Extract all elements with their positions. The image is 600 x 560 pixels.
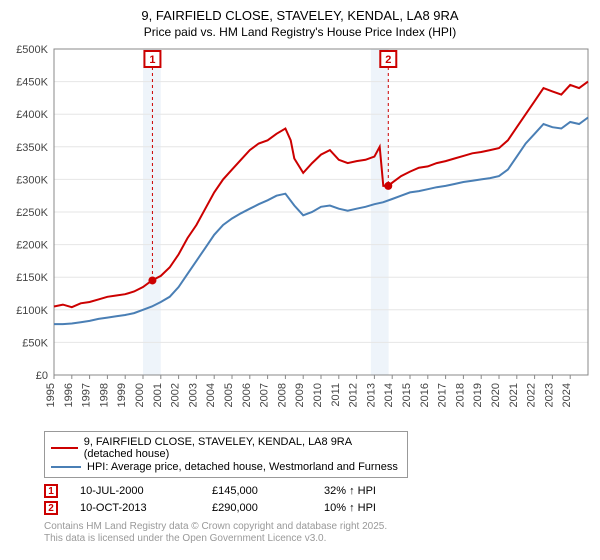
svg-text:1: 1 — [149, 54, 155, 66]
attribution-line: This data is licensed under the Open Gov… — [44, 533, 592, 545]
legend-swatch — [51, 466, 81, 468]
attribution: Contains HM Land Registry data © Crown c… — [44, 521, 592, 545]
svg-text:1999: 1999 — [116, 383, 128, 407]
svg-text:£500K: £500K — [16, 45, 48, 56]
svg-text:2010: 2010 — [312, 383, 324, 407]
svg-text:£200K: £200K — [16, 240, 48, 252]
sale-row: 1 10-JUL-2000 £145,000 32% ↑ HPI — [44, 484, 592, 498]
svg-text:2005: 2005 — [223, 383, 235, 407]
svg-text:2011: 2011 — [330, 383, 342, 407]
sale-row: 2 10-OCT-2013 £290,000 10% ↑ HPI — [44, 501, 592, 515]
svg-text:1996: 1996 — [63, 383, 75, 407]
svg-text:2003: 2003 — [187, 383, 199, 407]
sale-price: £290,000 — [212, 502, 302, 514]
legend-item: HPI: Average price, detached house, West… — [51, 461, 401, 473]
svg-text:2017: 2017 — [437, 383, 449, 407]
svg-text:£400K: £400K — [16, 109, 48, 121]
svg-text:£50K: £50K — [22, 337, 48, 349]
svg-text:2020: 2020 — [490, 383, 502, 407]
sale-marker-dot — [148, 276, 156, 284]
legend-swatch — [51, 447, 78, 449]
svg-text:2008: 2008 — [276, 383, 288, 407]
svg-text:2023: 2023 — [543, 383, 555, 407]
svg-text:1995: 1995 — [45, 383, 57, 407]
svg-text:1997: 1997 — [81, 383, 93, 407]
svg-text:2006: 2006 — [241, 383, 253, 407]
legend-label: 9, FAIRFIELD CLOSE, STAVELEY, KENDAL, LA… — [84, 436, 401, 460]
chart-title: 9, FAIRFIELD CLOSE, STAVELEY, KENDAL, LA… — [8, 8, 592, 23]
series-line — [54, 82, 588, 308]
svg-text:2015: 2015 — [401, 383, 413, 407]
sale-hpi-diff: 32% ↑ HPI — [324, 485, 376, 497]
svg-text:2001: 2001 — [152, 383, 164, 407]
sale-date: 10-OCT-2013 — [80, 502, 190, 514]
sale-badge: 1 — [44, 484, 58, 498]
svg-text:2000: 2000 — [134, 383, 146, 407]
svg-text:2009: 2009 — [294, 383, 306, 407]
svg-text:1998: 1998 — [98, 383, 110, 407]
svg-text:£150K: £150K — [16, 272, 48, 284]
svg-text:2014: 2014 — [383, 383, 395, 407]
svg-text:2002: 2002 — [170, 383, 182, 407]
sale-price: £145,000 — [212, 485, 302, 497]
sale-hpi-diff: 10% ↑ HPI — [324, 502, 376, 514]
svg-text:2024: 2024 — [561, 383, 573, 407]
legend-item: 9, FAIRFIELD CLOSE, STAVELEY, KENDAL, LA… — [51, 436, 401, 460]
svg-text:2021: 2021 — [508, 383, 520, 407]
chart-area: £0 £50K £100K £150K £200K £250K £300K £350K £400… — [8, 45, 592, 425]
attribution-line: Contains HM Land Registry data © Crown c… — [44, 521, 592, 533]
svg-text:2013: 2013 — [365, 383, 377, 407]
series-line — [54, 118, 588, 325]
svg-text:2004: 2004 — [205, 383, 217, 407]
sale-marker-dot — [384, 182, 392, 190]
chart-subtitle: Price paid vs. HM Land Registry's House … — [8, 25, 592, 39]
svg-text:2022: 2022 — [526, 383, 538, 407]
svg-text:2018: 2018 — [454, 383, 466, 407]
sale-date: 10-JUL-2000 — [80, 485, 190, 497]
svg-text:£450K: £450K — [16, 77, 48, 89]
legend: 9, FAIRFIELD CLOSE, STAVELEY, KENDAL, LA… — [44, 431, 408, 478]
svg-text:£300K: £300K — [16, 174, 48, 186]
svg-text:2007: 2007 — [259, 383, 271, 407]
svg-text:£350K: £350K — [16, 142, 48, 154]
svg-text:2012: 2012 — [348, 383, 360, 407]
svg-text:£0: £0 — [36, 370, 48, 382]
sale-badge: 2 — [44, 501, 58, 515]
svg-text:£250K: £250K — [16, 207, 48, 219]
svg-text:2019: 2019 — [472, 383, 484, 407]
legend-label: HPI: Average price, detached house, West… — [87, 461, 398, 473]
svg-text:2: 2 — [385, 54, 391, 66]
chart-svg: £0 £50K £100K £150K £200K £250K £300K £350K £400… — [8, 45, 592, 425]
svg-text:2016: 2016 — [419, 383, 431, 407]
svg-text:£100K: £100K — [16, 305, 48, 317]
